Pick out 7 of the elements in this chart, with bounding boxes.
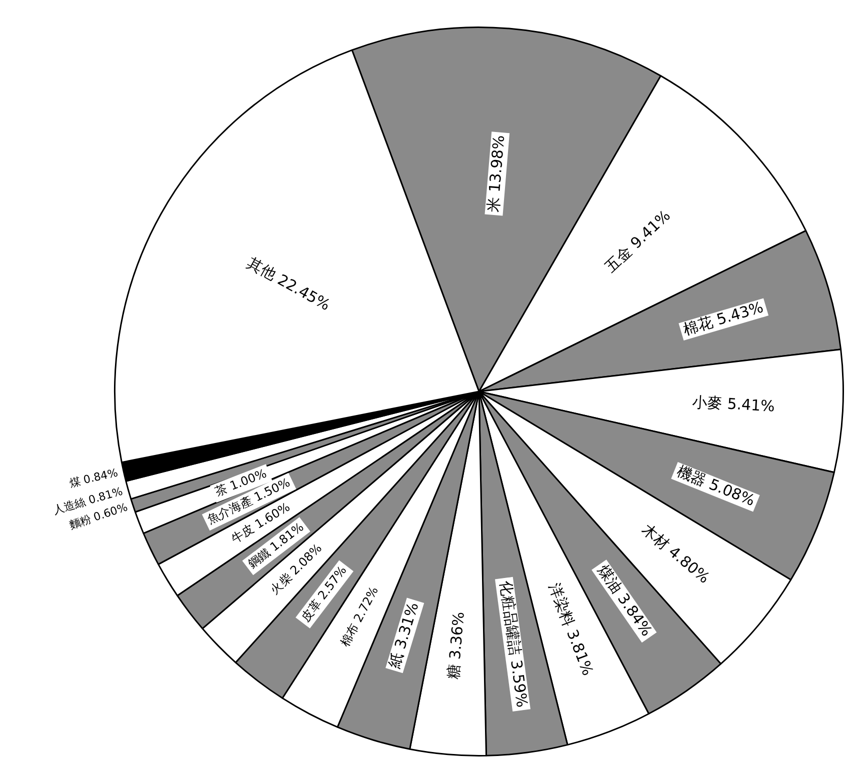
slice-label: 小麥 5.41% [692,392,776,416]
slice-label: 洋染料 3.81% [545,580,597,678]
slice-label: 糖 3.36% [444,611,468,680]
slice-label: 化粧品罐詰 3.59% [496,580,532,708]
slice-label: 紙 3.31% [385,600,422,670]
slice-label: 棉花 5.43% [681,298,766,339]
slice-label: 米 13.98% [484,134,508,213]
